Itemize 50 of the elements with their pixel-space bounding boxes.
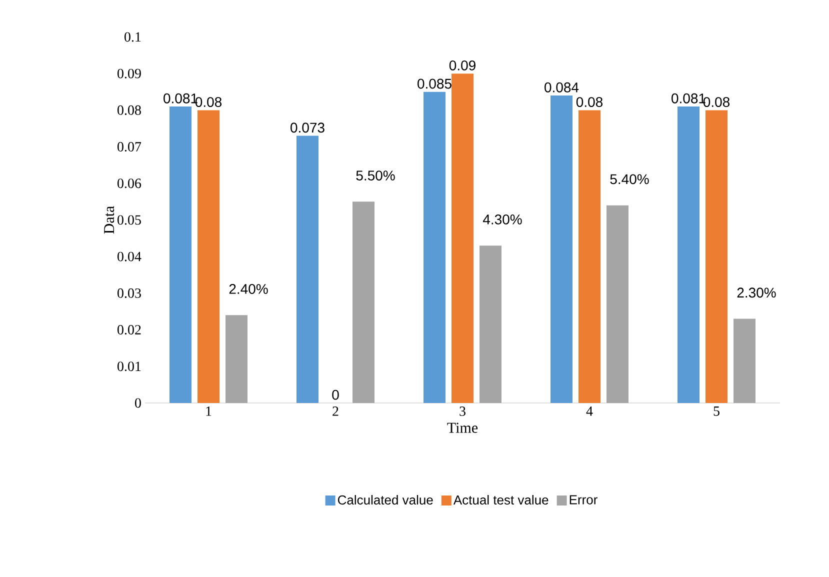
y-tick-label: 0.06 xyxy=(118,178,142,188)
bar xyxy=(678,106,700,403)
bar xyxy=(734,318,756,403)
bar xyxy=(198,110,220,403)
x-tick-label: 5 xyxy=(714,406,720,416)
y-tick-label: 0.01 xyxy=(118,362,141,372)
data-label: 0.08 xyxy=(703,97,730,107)
data-label: 0.081 xyxy=(672,93,706,104)
legend-label: Calculated value xyxy=(338,495,433,505)
legend-label: Actual test value xyxy=(453,495,548,505)
data-label: 0.081 xyxy=(164,93,198,104)
data-label: 0.084 xyxy=(544,82,579,92)
bar xyxy=(606,205,628,403)
data-label: 0.085 xyxy=(418,78,452,89)
bar xyxy=(226,315,248,403)
bar xyxy=(296,136,319,403)
bar xyxy=(424,92,446,403)
data-label: 0.08 xyxy=(576,97,603,107)
bar xyxy=(452,74,474,403)
legend-label: Error xyxy=(570,495,598,504)
y-tick-label: 0.04 xyxy=(118,252,142,262)
data-label: 0 xyxy=(332,390,339,400)
data-label: 2.40% xyxy=(229,284,268,294)
data-label: 0.09 xyxy=(449,60,476,70)
y-tick-label: 0 xyxy=(135,398,141,408)
data-label: 5.40% xyxy=(610,174,649,184)
x-tick-label: 1 xyxy=(206,406,212,416)
data-label: 0.08 xyxy=(195,97,222,107)
y-tick-label: 0.07 xyxy=(118,142,142,152)
y-tick-label: 0.05 xyxy=(118,215,141,225)
y-tick-label: 0.03 xyxy=(118,288,141,298)
x-axis-title: Time xyxy=(447,422,478,433)
x-tick-label: 4 xyxy=(586,406,593,416)
x-tick-label: 3 xyxy=(460,406,466,416)
y-axis-title: Data xyxy=(104,206,114,234)
data-label: 5.50% xyxy=(356,170,395,180)
bar xyxy=(480,246,502,403)
bar xyxy=(170,106,192,403)
y-tick-label: 0.08 xyxy=(118,105,141,115)
y-tick-label: 0.09 xyxy=(118,68,141,78)
x-tick-label: 2 xyxy=(332,406,338,416)
data-label: 4.30% xyxy=(482,214,522,224)
y-tick-label: 0.1 xyxy=(124,32,141,42)
bar xyxy=(352,202,375,403)
y-tick-label: 0.02 xyxy=(118,325,141,335)
bar xyxy=(706,110,728,403)
data-label: 2.30% xyxy=(737,288,776,298)
bar xyxy=(550,96,572,403)
data-label: 0.073 xyxy=(290,122,324,133)
bar xyxy=(578,110,601,403)
